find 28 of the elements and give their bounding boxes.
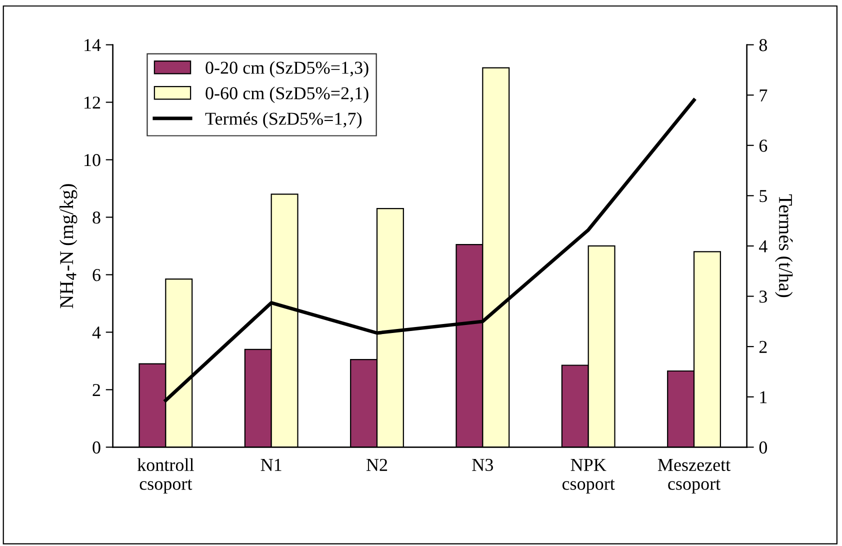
x-tick-label: Meszezett csoport bbox=[658, 458, 730, 494]
y2-tick-label: 5 bbox=[760, 190, 767, 202]
y2-tick-label: 6 bbox=[759, 140, 768, 152]
x-tick-label: N3 bbox=[472, 458, 494, 471]
y-tick-label: 4 bbox=[92, 326, 101, 338]
x-tick-label: N1 bbox=[260, 458, 282, 471]
x-tick-label: N2 bbox=[366, 458, 388, 471]
y2-tick-label: 1 bbox=[760, 391, 767, 404]
y-tick-label: 2 bbox=[92, 384, 100, 396]
y2-tick-label: 8 bbox=[759, 39, 767, 52]
y-tick-label: 10 bbox=[84, 154, 100, 166]
x-tick-label: NPK csoport bbox=[562, 458, 615, 494]
y2-axis-title: Termés (t/ha) bbox=[775, 194, 793, 298]
legend-label: 0-60 cm (SzD5%=2,1) bbox=[206, 86, 368, 104]
y2-tick-label: 0 bbox=[759, 441, 767, 454]
y-axis-title: NH$_{4}$-N (mg/kg) bbox=[60, 184, 78, 308]
y2-tick-label: 3 bbox=[760, 290, 767, 303]
y2-tick-label: 4 bbox=[759, 240, 768, 252]
y2-tick-label: 7 bbox=[760, 90, 768, 102]
y-tick-label: 8 bbox=[92, 211, 100, 224]
legend-label: 0-20 cm (SzD5%=1,3) bbox=[206, 61, 368, 78]
y-tick-label: 12 bbox=[84, 96, 100, 109]
y-tick-label: 6 bbox=[92, 269, 100, 282]
y-tick-label: 0 bbox=[92, 441, 100, 454]
x-tick-label: kontroll csoport bbox=[137, 458, 194, 494]
y-tick-label: 14 bbox=[84, 39, 101, 52]
legend-label: Termés (SzD5%=1,7) bbox=[205, 112, 362, 129]
y2-tick-label: 2 bbox=[759, 340, 767, 353]
